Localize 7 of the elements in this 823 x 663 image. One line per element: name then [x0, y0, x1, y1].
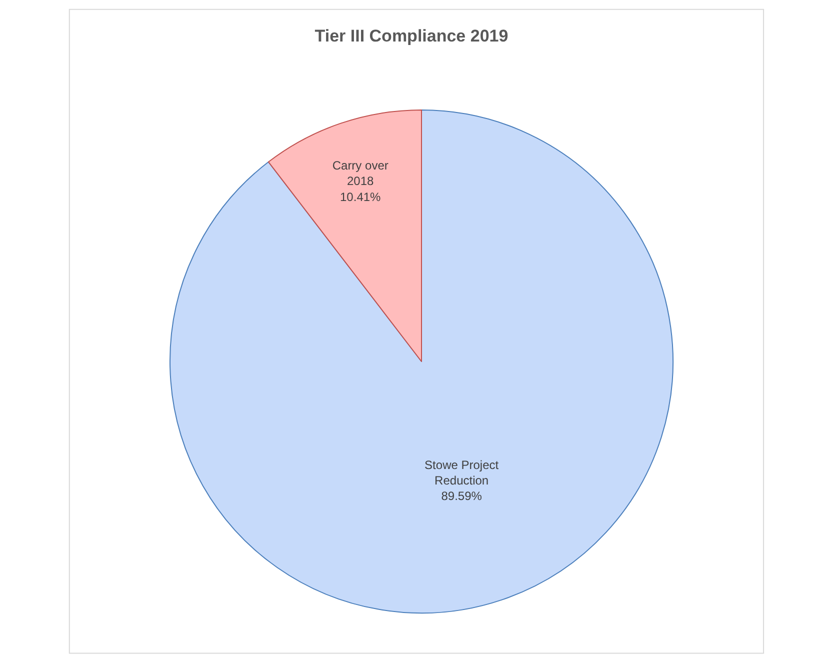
data-label: 10.41%	[340, 190, 382, 204]
chart-title: Tier III Compliance 2019	[314, 26, 508, 46]
slice-label: Stowe Project Reduction	[424, 458, 500, 488]
slice-label: Carry over 2018	[332, 158, 388, 188]
pie-slice	[170, 110, 674, 614]
data-label: 89.59%	[441, 489, 482, 504]
pie-slice	[268, 110, 422, 362]
